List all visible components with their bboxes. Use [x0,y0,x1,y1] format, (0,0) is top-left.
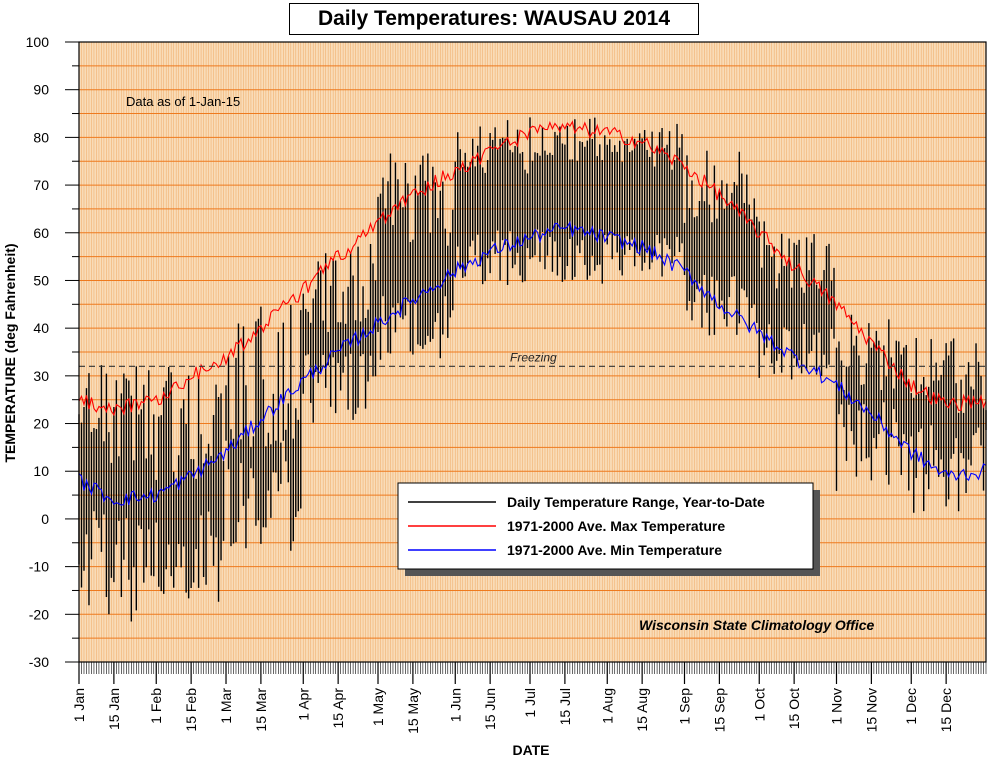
y-tick-label: 90 [33,82,49,98]
chart-title: Daily Temperatures: WAUSAU 2014 [289,3,699,35]
x-tick-label: 15 Nov [863,688,879,732]
y-tick-label: 40 [33,320,49,336]
x-tick-label: 15 Dec [938,688,954,732]
x-tick-label: 15 Jul [557,688,573,725]
x-tick-label: 15 May [405,688,421,734]
legend-label: 1971-2000 Ave. Max Temperature [507,518,725,534]
x-tick-label: 15 Oct [786,688,802,729]
legend: Daily Temperature Range, Year-to-Date 197… [397,482,820,576]
y-tick-label: 0 [41,511,49,527]
daily-range-series [78,117,987,622]
freezing-label: Freezing [510,350,557,364]
x-tick-label: 1 Jan [71,688,87,722]
x-tick-label: 1 Sep [676,688,692,725]
x-tick-label: 1 Apr [295,688,311,721]
x-tick-label: 15 Jan [106,688,122,730]
y-tick-label: 30 [33,368,49,384]
y-tick-label: 50 [33,272,49,288]
average-lines [78,120,987,506]
legend-label: 1971-2000 Ave. Min Temperature [507,542,722,558]
axes: -30 -20 -10 0 10 20 30 40 50 60 70 80 90 100 1 Jan 15 J… [26,34,987,734]
y-tick-label: 70 [33,177,49,193]
y-tick-label: -20 [29,606,49,622]
x-tick-label: 1 Nov [828,688,844,725]
freezing-line: Freezing [79,350,986,367]
legend-label: Daily Temperature Range, Year-to-Date [507,494,765,510]
source-credit: Wisconsin State Climatology Office [639,617,875,633]
x-tick-label: 1 Jun [447,688,463,722]
y-tick-label: -30 [29,654,49,670]
x-tick-label: 1 Dec [903,688,919,725]
y-tick-label: -10 [29,559,49,575]
x-tick-label: 1 May [370,688,386,726]
x-tick-label: 15 Apr [330,688,346,729]
x-axis-label: DATE [512,742,549,758]
data-as-of-note: Data as of 1-Jan-15 [126,94,240,109]
y-tick-label: 80 [33,129,49,145]
x-tick-label: 1 Jul [522,688,538,718]
x-tick-label: 15 Feb [183,688,199,732]
y-tick-label: 100 [26,34,50,50]
y-tick-label: 10 [33,463,49,479]
x-tick-label: 15 Jun [482,688,498,730]
x-tick-label: 1 Aug [599,688,615,724]
y-axis-label: TEMPERATURE (deg Fahrenheit) [2,243,18,462]
ave-max-temperature-line [78,120,987,417]
y-tick-label: 60 [33,225,49,241]
x-tick-label: 15 Sep [711,688,727,733]
x-tick-label: 15 Aug [634,688,650,732]
ave-min-temperature-line [78,220,987,506]
y-tick-label: 20 [33,416,49,432]
x-tick-label: 1 Oct [751,688,767,722]
x-tick-label: 1 Mar [218,688,234,724]
x-tick-label: 1 Feb [148,688,164,724]
x-tick-label: 15 Mar [253,688,269,732]
